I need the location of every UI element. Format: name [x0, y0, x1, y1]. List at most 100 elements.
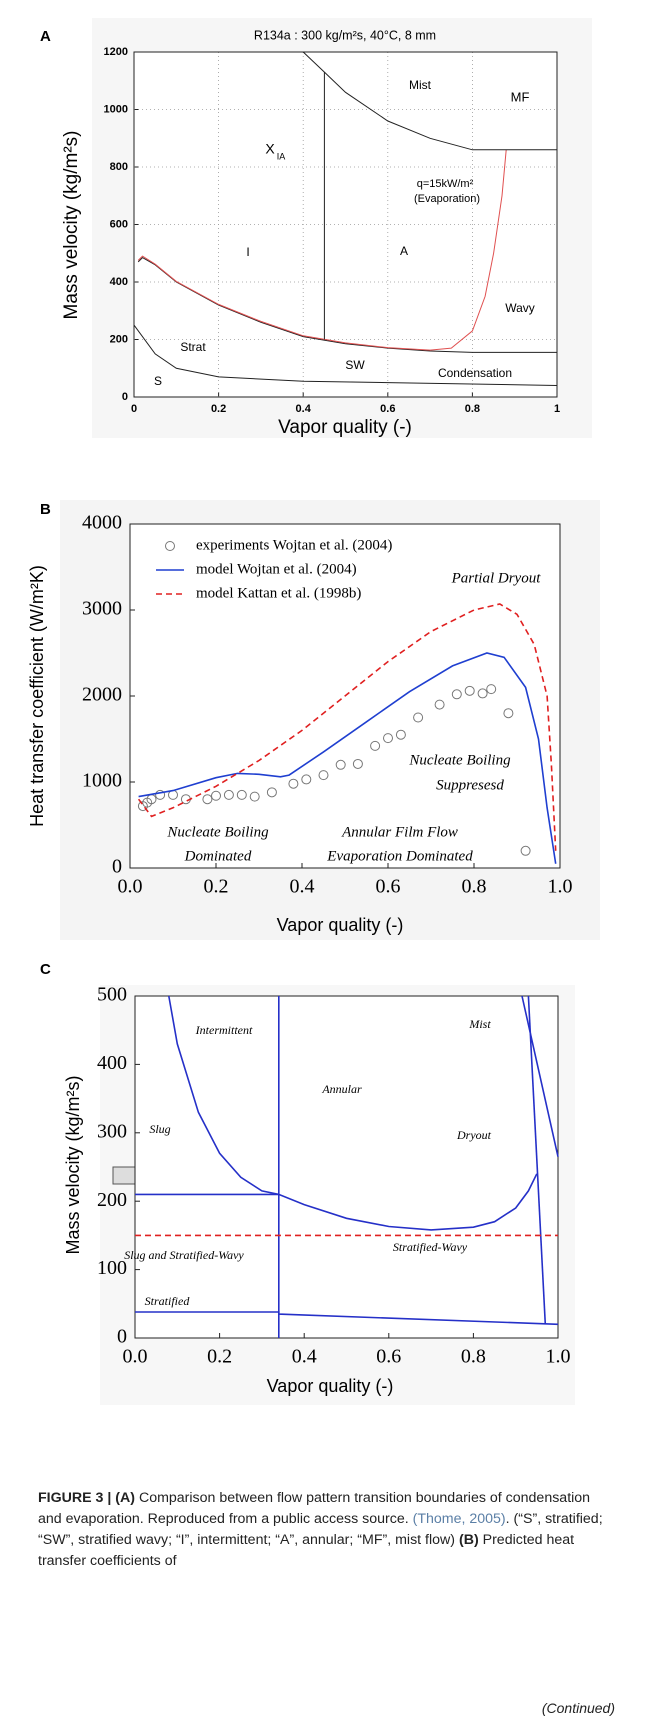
y-tick-label: 200 [97, 1189, 127, 1211]
y-tick-label: 0 [112, 856, 122, 878]
y-tick-label: 1000 [104, 103, 128, 115]
data-point [155, 789, 166, 800]
y-tick-label: 4000 [82, 512, 122, 534]
annotation: Dryout [456, 1128, 492, 1142]
annotation: Nucleate Boiling [408, 752, 511, 768]
annotation: Partial Dryout [451, 570, 542, 586]
series-line [137, 149, 507, 351]
legend-label: model Wojtan et al. (2004) [196, 561, 357, 577]
series-line [302, 51, 557, 151]
data-point [223, 789, 234, 800]
series-line [138, 652, 557, 864]
legend-label: experiments Wojtan et al. (2004) [196, 537, 392, 553]
annotation: MF [511, 89, 530, 104]
y-axis-label: Mass velocity (kg/m²s) [61, 131, 82, 320]
data-point [434, 699, 445, 710]
caption-text: (A) [115, 1490, 135, 1506]
data-point [211, 790, 221, 801]
annotation: Suppresesd [436, 777, 504, 793]
series-line [135, 1311, 559, 1326]
annotation: Nucleate Boiling [166, 824, 269, 840]
x-tick-label: 0.2 [204, 876, 229, 898]
data-point [236, 789, 247, 800]
x-tick-label: 0.8 [461, 1346, 486, 1368]
annotation: S [154, 374, 162, 388]
series-line [521, 995, 559, 1157]
y-tick-label: 0 [122, 391, 128, 403]
data-point [249, 791, 260, 802]
data-point [395, 729, 406, 740]
annotation: Annular Film Flow [341, 824, 458, 840]
annotation: Stratified-Wavy [393, 1240, 468, 1254]
y-tick-label: 1000 [82, 770, 122, 792]
data-point [486, 684, 497, 695]
series-line [168, 995, 538, 1231]
annotation: X [265, 141, 275, 157]
plot-frame [129, 523, 561, 869]
plot-frame [134, 995, 559, 1339]
annotation: Strat [180, 340, 206, 354]
annotation: Slug and Stratified-Wavy [124, 1248, 244, 1262]
data-point [288, 778, 299, 789]
series-line [527, 995, 547, 1325]
x-axis-label: Vapor quality (-) [277, 915, 404, 935]
y-tick-label: 600 [110, 218, 128, 230]
caption-text: Predicted heat transfer coefficients of [38, 1532, 575, 1569]
annotation: (Evaporation) [414, 193, 480, 205]
x-tick-label: 1.0 [548, 876, 573, 898]
annotation: Annular [321, 1082, 362, 1096]
y-tick-label: 500 [97, 984, 127, 1006]
annotation: Stratified [145, 1294, 191, 1308]
caption-text: (B) [458, 1532, 479, 1548]
series-line [137, 603, 557, 851]
y-tick-label: 0 [117, 1326, 127, 1348]
figure: A R134a : 300 kg/m²s, 40°C, 8 mm 0 200 400 60… [26, 27, 600, 1396]
caption-text: FIGURE 3 | [38, 1490, 112, 1506]
y-tick-label: 3000 [82, 598, 122, 620]
y-tick-label: 400 [110, 276, 128, 288]
continued: (Continued) [541, 1700, 615, 1716]
y-tick-label: 2000 [82, 684, 122, 706]
citation[interactable]: (Thome, 2005) [412, 1511, 506, 1527]
annotation: Slug [149, 1122, 170, 1136]
x-tick-label: 0.0 [123, 1346, 148, 1368]
x-tick-label: 0.2 [211, 403, 226, 415]
data-point [413, 712, 424, 723]
annotation: Dominated [184, 848, 252, 864]
x-tick-label: 0.8 [465, 403, 480, 415]
data-point [301, 774, 312, 785]
data-point [503, 708, 514, 719]
x-axis-label: Vapor quality (-) [267, 1376, 394, 1396]
panel-label: A [40, 28, 51, 45]
data-point [202, 794, 213, 805]
y-tick-label: 800 [110, 161, 128, 173]
annotation: A [400, 244, 408, 258]
annotation: SW [345, 358, 365, 372]
x-tick-label: 0 [131, 403, 137, 415]
annotation: Wavy [505, 301, 535, 315]
annotation: Mist [409, 78, 432, 92]
legend-label: model Kattan et al. (1998b) [196, 585, 361, 601]
x-tick-label: 0.6 [380, 403, 395, 415]
annotation: Intermittent [195, 1023, 253, 1037]
panel-label: C [40, 961, 51, 978]
annotation: Condensation [438, 366, 512, 380]
y-axis-label: Heat transfer coefficient (W/m²K) [27, 565, 47, 827]
annotation: I [246, 245, 249, 259]
x-tick-label: 0.0 [118, 876, 143, 898]
y-tick-label: 400 [97, 1052, 127, 1074]
caption: FIGURE 3 | (A) Comparison between flow p… [38, 1488, 603, 1572]
y-tick-label: 1200 [104, 46, 128, 58]
panel-label: B [40, 501, 51, 518]
y-axis-label: Mass velocity (kg/m²s) [63, 1075, 83, 1254]
annotation: IA [277, 151, 286, 161]
legend-marker [165, 541, 175, 551]
annotation: q=15kW/m² [417, 178, 474, 190]
x-tick-label: 1.0 [546, 1346, 571, 1368]
data-point [477, 688, 488, 699]
x-tick-label: 0.4 [290, 876, 315, 898]
data-point [464, 685, 475, 696]
x-tick-label: 1 [554, 403, 560, 415]
x-axis-label: Vapor quality (-) [278, 417, 412, 438]
